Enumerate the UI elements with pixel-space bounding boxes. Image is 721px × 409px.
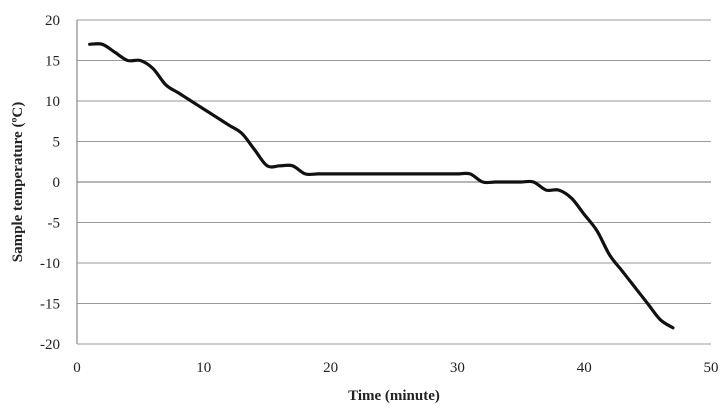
series-line <box>88 42 675 330</box>
y-tick-label: 10 <box>45 94 60 110</box>
y-tick-label: 0 <box>53 175 61 191</box>
gridlines <box>77 19 711 345</box>
x-axis-title: Time (minute) <box>348 388 440 404</box>
x-tick-labels: 0 10 20 30 40 50 <box>73 360 718 376</box>
axes <box>76 20 711 344</box>
y-tick-label: -10 <box>40 256 60 272</box>
x-tick-label: 30 <box>450 360 465 376</box>
y-tick-label: -20 <box>40 337 60 353</box>
y-tick-label: -5 <box>48 216 61 232</box>
y-tick-labels: -20 -15 -10 -5 0 5 10 15 20 <box>40 13 60 353</box>
x-tick-label: 20 <box>323 360 338 376</box>
y-tick-label: 20 <box>45 13 60 29</box>
y-tick-label: -15 <box>40 297 60 313</box>
y-tick-label: 15 <box>45 54 60 70</box>
y-tick-label: 5 <box>53 135 61 151</box>
x-tick-label: 50 <box>704 360 719 376</box>
y-axis-title: Sample temperature (ºC) <box>10 102 26 262</box>
x-tick-label: 0 <box>73 360 81 376</box>
x-tick-label: 10 <box>196 360 211 376</box>
x-tick-label: 40 <box>577 360 592 376</box>
series-layer <box>88 42 675 330</box>
